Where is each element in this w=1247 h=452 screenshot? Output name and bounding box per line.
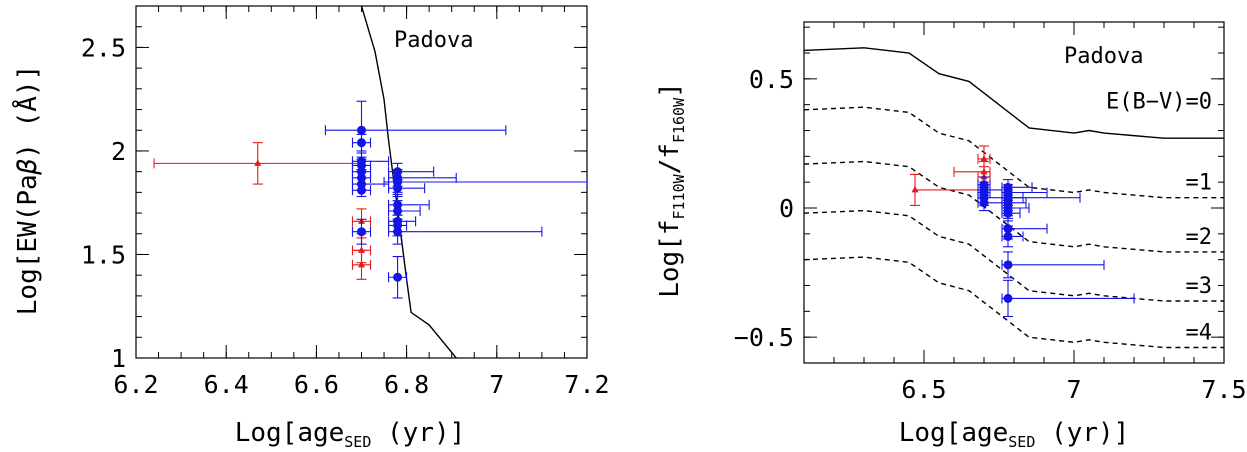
red-point [910,173,985,206]
blue-point [383,171,587,193]
curve-label-3: =3 [1186,274,1213,299]
right-x-axis-label: Log[ageSED (yr)] [899,418,1130,451]
point-marker [254,159,262,166]
right-annotation: Padova [1064,44,1143,69]
point-marker [357,227,366,237]
point-marker [980,154,988,162]
x-tick-label: 7.5 [1201,375,1246,404]
point-marker [1003,293,1013,303]
y-tick-label: 2 [111,137,126,166]
x-tick-label: 6.8 [384,370,429,399]
x-tick-label: 7 [489,370,504,399]
blue-point [1001,279,1135,318]
y-tick-label: −0.5 [734,323,794,352]
point-marker [1003,208,1013,218]
blue-point [388,179,426,198]
model-curve-4 [804,256,1224,349]
point-marker [358,246,365,253]
left-y-axis-label: Log[EW(Paβ) (Å)] [11,65,43,315]
blue-point [351,218,372,245]
point-marker [911,185,919,193]
x-tick-label: 6.5 [901,375,946,404]
curve-label-2: =2 [1186,225,1213,250]
left-ticks [135,5,588,359]
x-tick-label: 6.4 [204,370,249,399]
blue-point [324,100,507,158]
point-marker [1003,231,1013,241]
curve-label-0: E(B−V)=0 [1106,89,1212,114]
right-y-axis-label: Log[fF110W/fF160W] [655,82,688,298]
red-point [153,142,363,185]
x-tick-label: 7.2 [564,370,609,399]
blue-point [351,183,372,198]
model-curve-3 [804,209,1224,302]
point-marker [357,138,366,148]
x-tick-label: 6.6 [294,370,339,399]
y-tick-label: 1.5 [81,240,126,269]
point-marker [357,185,366,195]
blue-point [388,210,417,233]
x-tick-label: 6.2 [113,370,158,399]
point-marker [358,260,365,268]
blue-point [977,194,1003,212]
y-tick-label: 2.5 [81,33,126,62]
x-tick-label: 7 [1066,375,1081,404]
model-curve-0 [804,47,1224,139]
point-marker [393,227,403,237]
right-tick-labels: 6.5 7 7.5 −0.5 0 0.5 [734,65,1247,404]
blue-point [1001,225,1024,248]
blue-point [388,255,408,299]
left-annotation: Padova [394,28,473,53]
point-marker [393,183,403,193]
point-marker [393,272,403,282]
left-x-axis-label: Log[ageSED (yr)] [235,418,466,451]
right-data-points [910,145,1135,318]
red-point [351,249,372,280]
model-curve-2 [804,160,1224,253]
point-marker [980,173,988,180]
right-curve-labels: E(B−V)=0 =1 =2 =3 =4 [1106,89,1212,345]
point-marker [979,198,989,208]
right-model-curves [804,47,1224,349]
left-chart: 6.2 6.4 6.6 6.8 7 7.2 1 1.5 2 2.5 Padova Log[ageS… [11,5,610,451]
curve-label-1: =1 [1186,171,1213,196]
blue-point [351,133,372,152]
left-data-points [153,100,587,299]
curve-label-4: =4 [1186,321,1213,346]
blue-point [388,218,543,245]
blue-point [1001,204,1021,222]
blue-point [1001,251,1105,279]
point-marker [357,125,366,135]
y-tick-label: 0 [779,194,794,223]
y-tick-label: 0.5 [749,65,794,94]
y-tick-label: 1 [111,344,126,373]
right-chart: 6.5 7 7.5−0.500.5 E(B−V)=0=1=2=3=4 Padova … [655,21,1247,451]
left-tick-labels: 6.2 6.4 6.6 6.8 7 7.2 1 1.5 2 2.5 [81,33,610,399]
point-marker [1003,260,1013,270]
right-ticks [803,22,1225,364]
model-curve-1 [804,106,1224,199]
